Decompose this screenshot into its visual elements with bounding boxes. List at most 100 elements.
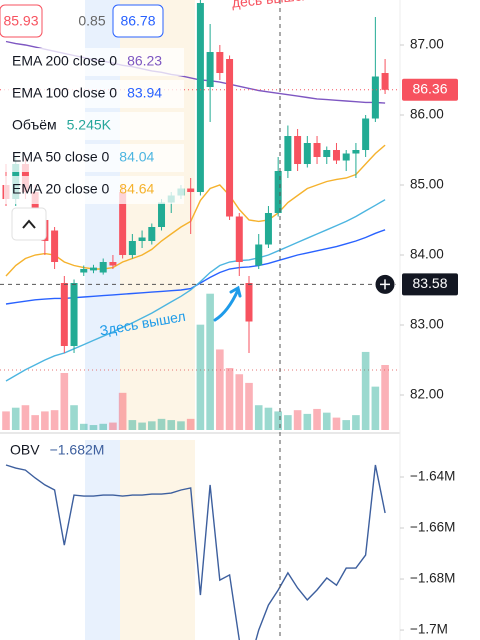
candle-body	[148, 227, 156, 242]
volume-bar	[225, 368, 234, 430]
candle-body	[119, 192, 127, 256]
candle-body	[381, 73, 389, 90]
y-tick-label: 83.00	[410, 317, 444, 332]
annotation-arrow	[213, 285, 242, 322]
y-tick-label: 84.00	[410, 247, 444, 262]
volume-bar	[245, 382, 253, 430]
candle-body	[235, 216, 243, 263]
legend-value: 84.04	[119, 149, 154, 165]
buy-box[interactable]	[112, 4, 164, 38]
collapse-button[interactable]	[11, 207, 47, 241]
volume-bar	[21, 405, 30, 430]
legend-value: 83.94	[127, 85, 162, 101]
legend-name: Объём	[12, 117, 57, 133]
legend-name: EMA 100 close 0	[12, 85, 117, 101]
volume-bar	[41, 411, 49, 430]
volume-bar	[274, 411, 282, 430]
volume-bar	[216, 349, 224, 430]
indicator-line	[5, 464, 386, 640]
candle-body	[294, 136, 302, 165]
candle-body	[31, 192, 39, 221]
candle-body	[70, 283, 78, 347]
legend-bg	[4, 176, 184, 204]
volume-bar	[352, 415, 360, 430]
indicator-line	[5, 144, 386, 277]
volume-bar	[322, 412, 331, 430]
legend-value: 86.23	[127, 53, 162, 69]
y-tick-label: −1.66M	[410, 520, 455, 535]
y-tick-label: 82.00	[410, 387, 444, 402]
candle-body	[332, 150, 340, 161]
candle-body	[158, 202, 166, 228]
volume-bar	[109, 422, 117, 430]
volume-bar	[313, 408, 321, 430]
sell-price: 85.93	[3, 13, 38, 29]
plus-icon	[380, 279, 390, 290]
candle-body	[313, 143, 321, 158]
candle-body	[196, 3, 204, 193]
y-tick-label: 86.00	[410, 107, 444, 122]
volume-bar	[99, 423, 107, 430]
volume-bar	[167, 420, 176, 430]
legend-name: OBV	[10, 442, 40, 458]
volume-bar	[128, 420, 137, 430]
volume-bar	[293, 410, 302, 430]
y-tick-label: 87.00	[410, 37, 444, 52]
volume-bar	[177, 421, 185, 430]
volume-bar	[332, 417, 341, 430]
legend-bg	[4, 48, 184, 76]
candle-body	[80, 269, 88, 273]
candle-body	[323, 150, 331, 158]
legend-bg	[4, 80, 184, 108]
volume-bar	[89, 425, 98, 430]
legend-name: EMA 50 close 0	[12, 149, 109, 165]
sell-box[interactable]	[0, 4, 43, 38]
candle-body	[284, 136, 292, 172]
legend-value: −1.682M	[50, 442, 105, 458]
legend-value: 84.64	[119, 181, 154, 197]
volume-bar	[303, 413, 312, 430]
y-tick-label: 85.00	[410, 177, 444, 192]
candle-body	[187, 188, 195, 193]
highlight-band	[85, 440, 120, 640]
indicator-line	[5, 199, 386, 382]
candle-body	[264, 213, 272, 245]
candle-body	[226, 59, 234, 217]
legend-name: EMA 20 close 0	[12, 181, 109, 197]
crosshair-label: 83.58	[412, 275, 447, 291]
volume-bar	[2, 411, 10, 430]
last-price-tag	[402, 78, 458, 101]
volume-bar	[79, 423, 88, 430]
candle-body	[342, 153, 350, 161]
legend-bg	[4, 112, 184, 140]
legend-value: 5.245K	[67, 117, 112, 133]
volume-bar	[70, 405, 78, 430]
candle-body	[138, 237, 146, 242]
candle-body	[255, 244, 263, 266]
legend-bg	[4, 144, 184, 172]
candle-body	[274, 171, 282, 214]
candle-body	[245, 283, 253, 322]
volume-bar	[186, 418, 195, 430]
volume-bar	[11, 407, 20, 430]
volume-bar	[206, 293, 214, 430]
candle-body	[216, 52, 224, 74]
spread: 0.85	[78, 13, 105, 29]
volume-bar	[254, 405, 263, 430]
candle-body	[99, 262, 107, 273]
volume-bar	[284, 415, 292, 430]
candle-body	[109, 262, 117, 266]
volume-bar	[148, 421, 156, 430]
volume-bar	[264, 407, 273, 430]
candle-body	[51, 230, 59, 263]
volume-bar	[381, 365, 389, 430]
crosshair-tag	[402, 273, 458, 296]
annotation: десь вышел	[231, 0, 311, 11]
legend-name: EMA 200 close 0	[12, 53, 117, 69]
buy-price: 86.78	[120, 13, 155, 29]
volume-bar	[50, 410, 59, 430]
volume-bar	[371, 386, 380, 430]
volume-bar	[342, 420, 350, 430]
collapse-icon	[22, 219, 36, 229]
